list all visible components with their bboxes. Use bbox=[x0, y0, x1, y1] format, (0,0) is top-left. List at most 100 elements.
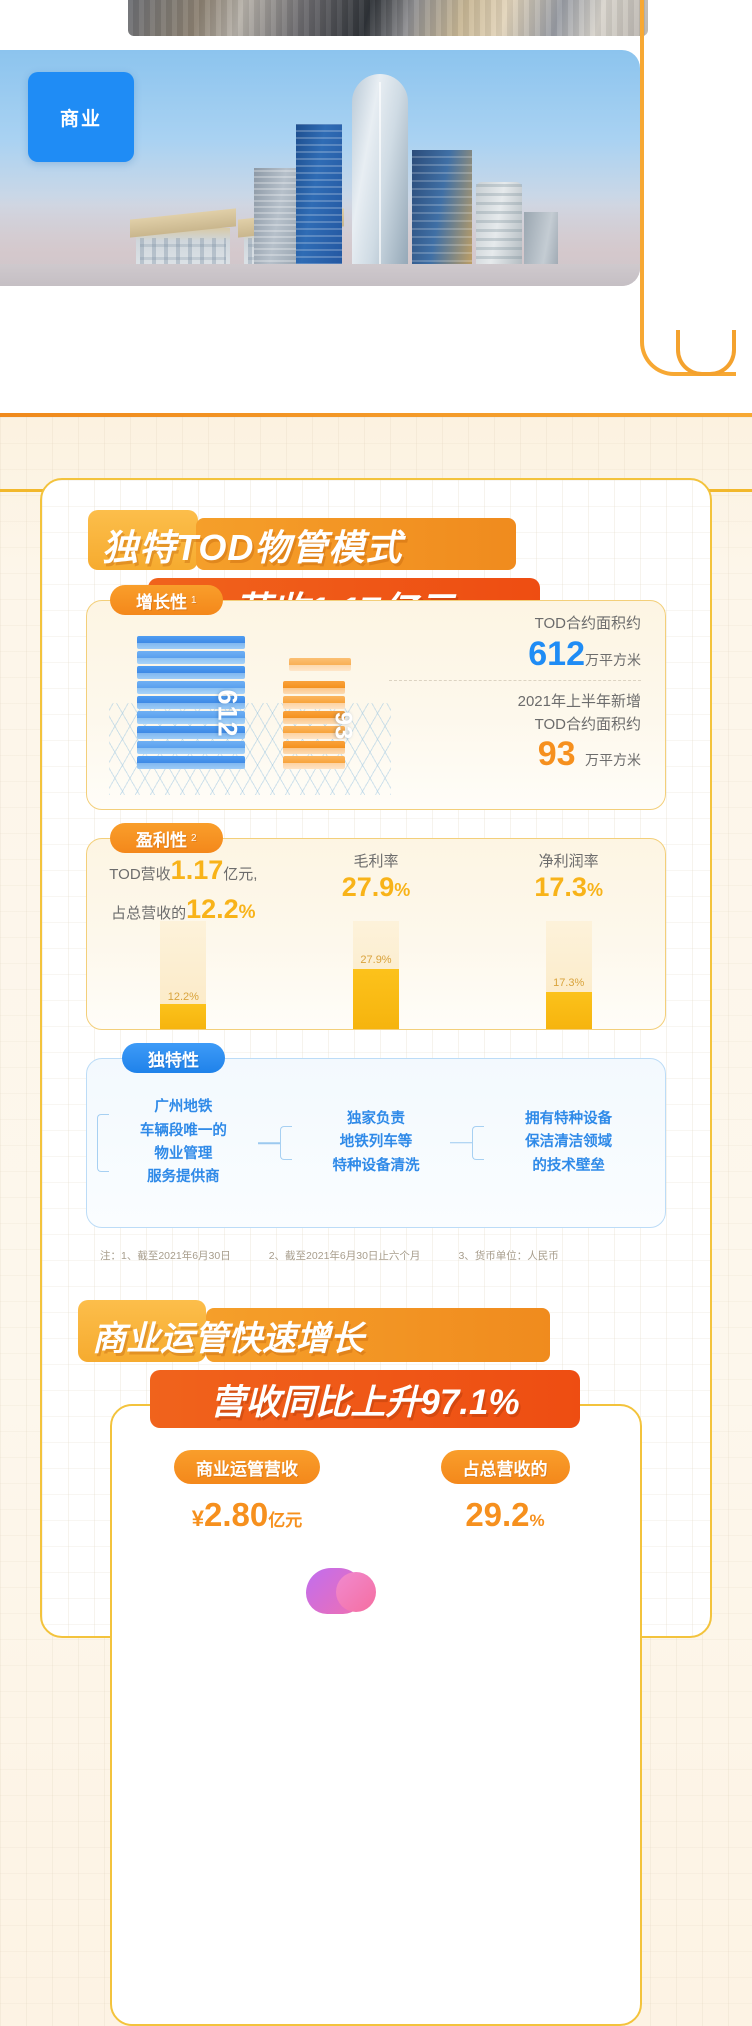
section-pill-profit[interactable]: 盈利性 2 bbox=[110, 823, 223, 853]
page-frame-curl-bottom bbox=[676, 330, 736, 376]
unique-col2-line1: 独家负责 bbox=[347, 1110, 405, 1127]
page-frame-curl bbox=[640, 0, 736, 376]
block-stack-612: 612 bbox=[137, 636, 245, 771]
commercial-stat-revenue: 商业运管营收 ¥2.80亿元 bbox=[147, 1450, 347, 1534]
profit-col1-hl-b: 12.2 bbox=[186, 894, 239, 925]
category-tag-label: 商业 bbox=[59, 108, 102, 130]
headline2-band-2 bbox=[150, 1370, 580, 1428]
profit-col2-value: 27.9 bbox=[341, 871, 395, 902]
unique-col1-line4: 服务提供商 bbox=[147, 1169, 220, 1186]
growth-stat2-unit: 万平方米 bbox=[585, 752, 641, 769]
profit-col2-label: 毛利率 bbox=[353, 853, 399, 870]
growth-stat2-label-line2: TOD合约面积约 bbox=[534, 715, 641, 733]
profit-col1-line1: TOD营收1.17亿元, bbox=[87, 851, 280, 890]
commercial-stat-revenue-unit: 亿元 bbox=[268, 1511, 303, 1530]
section-pill-unique-label: 独特性 bbox=[148, 1050, 199, 1070]
growth-stats: TOD合约面积约 612 万平方米 2021年上半年新增 TOD合约面积约 93 … bbox=[389, 613, 641, 773]
unique-panel: 广州地铁 车辆段唯一的 物业管理 服务提供商 独家负责 地铁列车等 特种设备清洗… bbox=[86, 1058, 666, 1228]
footnotes: 注：1、截至2021年6月30日 2、截至2021年6月30日止六个月 3、货币… bbox=[100, 1248, 660, 1263]
commercial-stat-revenue-value: 2.80 bbox=[204, 1496, 269, 1533]
commercial-stat-share-value: 29.2 bbox=[465, 1496, 530, 1533]
commercial-ops-card bbox=[110, 1404, 642, 2026]
unique-col2-line3: 特种设备清洗 bbox=[332, 1157, 420, 1174]
profit-bar-fill-1 bbox=[160, 1004, 207, 1029]
headline-tag-block bbox=[88, 510, 198, 570]
unique-col-3: 拥有特种设备 保洁清洁领域 的技术壁垒 bbox=[472, 1108, 665, 1178]
commercial-stats-row: 商业运管营收 ¥2.80亿元 占总营收的 29.2% bbox=[0, 1450, 752, 1534]
profit-col3-value: 17.3 bbox=[534, 871, 587, 902]
profit-col2-pct: % bbox=[394, 879, 411, 900]
profit-col3-pct: % bbox=[586, 879, 603, 900]
footnote-3: 3、货币单位：人民币 bbox=[458, 1250, 559, 1262]
profit-panel: TOD营收1.17亿元, 占总营收的12.2% 12.2% 毛利率 27.9% … bbox=[86, 838, 666, 1030]
hero-photo-section: 商业 bbox=[0, 0, 752, 430]
frame-top-rule bbox=[0, 413, 752, 417]
headline-row-1: 独特TOD物管模式 bbox=[0, 510, 752, 576]
commercial-stat-revenue-value-row: ¥2.80亿元 bbox=[147, 1496, 347, 1534]
unique-col3-line3: 的技术壁垒 bbox=[532, 1157, 605, 1174]
category-tag-commercial[interactable]: 商业 bbox=[28, 72, 134, 162]
unique-chevron-3 bbox=[472, 1125, 485, 1161]
section-pill-growth[interactable]: 增长性 1 bbox=[110, 585, 223, 615]
block-stack-93-label: 93 bbox=[329, 711, 357, 741]
profit-col1-text-c: 占总营收的 bbox=[111, 905, 187, 923]
section-pill-profit-label: 盈利性 bbox=[136, 830, 187, 850]
profit-bar-label-3: 17.3% bbox=[553, 977, 585, 989]
unique-col-1: 广州地铁 车辆段唯一的 物业管理 服务提供商 bbox=[87, 1096, 280, 1190]
growth-stat2-value-row: 93 万平方米 bbox=[389, 736, 641, 773]
section-pill-unique[interactable]: 独特性 bbox=[122, 1043, 225, 1073]
growth-stat1-label: TOD合约面积约 bbox=[534, 615, 641, 632]
profit-bar-track-3: 17.3% bbox=[545, 921, 592, 1029]
headline2-line-2: 营收同比上升97.1% bbox=[210, 1382, 520, 1422]
commercial-stat-share-pill[interactable]: 占总营收的 bbox=[440, 1450, 570, 1484]
main-skyscraper bbox=[352, 74, 408, 286]
commercial-stat-share-label: 占总营收的 bbox=[462, 1459, 548, 1479]
commercial-stat-share: 占总营收的 29.2% bbox=[405, 1450, 605, 1534]
footnote-1: 注：1、截至2021年6月30日 bbox=[100, 1250, 231, 1262]
profit-bar-label-2: 27.9% bbox=[360, 954, 392, 966]
commercial-stat-share-unit: % bbox=[529, 1511, 545, 1530]
profit-bar-fill-3 bbox=[545, 992, 592, 1029]
growth-stat1-value: 612 bbox=[528, 634, 585, 673]
blue-tower bbox=[296, 124, 342, 286]
commercial-stat-revenue-pill[interactable]: 商业运管营收 bbox=[174, 1450, 320, 1484]
profit-col1-pct: % bbox=[238, 902, 256, 924]
growth-block-chart: 612 93 bbox=[105, 615, 395, 797]
unique-chevron-2 bbox=[279, 1125, 292, 1161]
unique-chevron-1 bbox=[97, 1114, 109, 1172]
top-photo-strip bbox=[128, 0, 648, 36]
profit-col3-label: 净利润率 bbox=[538, 853, 599, 870]
block-stack-612-label: 612 bbox=[212, 689, 243, 738]
growth-divider bbox=[389, 680, 641, 682]
headline-line-1: 独特TOD物管模式 bbox=[102, 527, 403, 568]
section-pill-profit-note: 2 bbox=[191, 832, 197, 844]
unique-columns: 广州地铁 车辆段唯一的 物业管理 服务提供商 独家负责 地铁列车等 特种设备清洗… bbox=[87, 1059, 665, 1227]
commercial-stat-revenue-label: 商业运管营收 bbox=[196, 1459, 298, 1479]
profit-col1-hl-a: 1.17 bbox=[170, 855, 224, 885]
profit-bar-track-2: 27.9% bbox=[353, 921, 399, 1029]
profit-bar-track-1: 12.2% bbox=[160, 921, 207, 1029]
growth-stat2-label-line1: 2021年上半年新增 bbox=[517, 693, 641, 711]
growth-panel: 612 93 TOD合约面积约 612 万平方米 2021年上半年新增 TOD合约… bbox=[86, 600, 666, 810]
unique-col1-line2: 车辆段唯一的 bbox=[139, 1122, 227, 1139]
profit-col1-line2: 占总营收的12.2% bbox=[87, 890, 280, 929]
profit-bar-fill-2 bbox=[353, 969, 399, 1029]
profit-bar-label-1: 12.2% bbox=[167, 991, 199, 1003]
hero-image-card bbox=[0, 50, 640, 286]
profit-columns: TOD营收1.17亿元, 占总营收的12.2% 12.2% 毛利率 27.9% … bbox=[87, 839, 665, 1029]
unique-col3-line2: 保洁清洁领域 bbox=[525, 1134, 613, 1151]
headline-band-1 bbox=[196, 518, 516, 570]
profit-col-gross-margin: 毛利率 27.9% 27.9% bbox=[280, 839, 473, 1029]
headline2-line-1: 商业运管快速增长 bbox=[92, 1319, 364, 1358]
growth-stat2-value: 93 bbox=[537, 735, 576, 774]
gold-tower bbox=[412, 150, 472, 286]
headline2-tag-block bbox=[78, 1300, 206, 1362]
profit-col3-value-row: 17.3% bbox=[472, 871, 665, 903]
profit-col1-text-b: 亿元, bbox=[223, 866, 258, 883]
commercial-stat-share-value-row: 29.2% bbox=[405, 1496, 605, 1534]
headline2-band-1 bbox=[206, 1308, 550, 1362]
block-stack-93: 93 bbox=[283, 658, 357, 771]
unique-col1-line1: 广州地铁 bbox=[154, 1099, 213, 1116]
section-pill-growth-label: 增长性 bbox=[136, 592, 187, 612]
footnote-2: 2、截至2021年6月30日止六个月 bbox=[268, 1250, 421, 1262]
